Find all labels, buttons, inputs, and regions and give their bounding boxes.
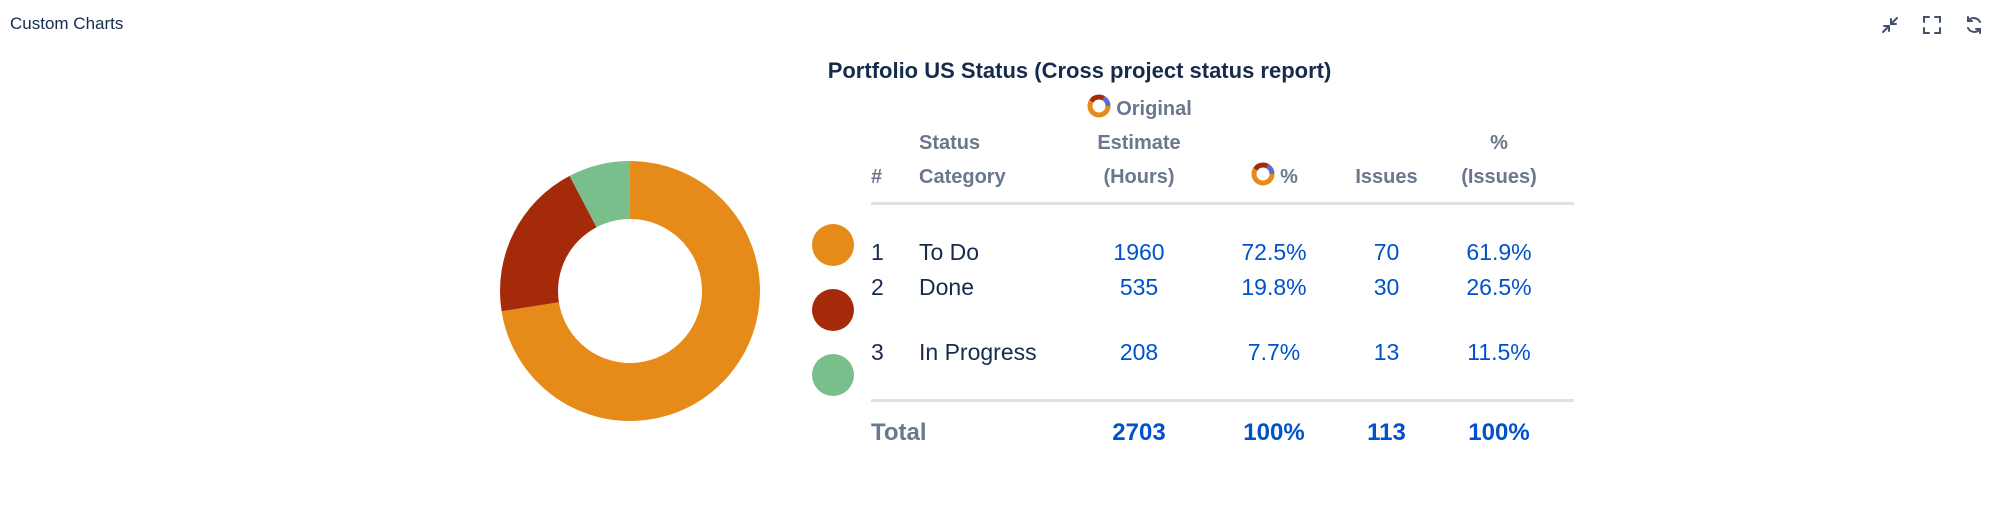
header-percent-text: % (1280, 166, 1298, 188)
row-category: Done (919, 274, 974, 300)
header-estimate-line1: Original (1079, 92, 1199, 126)
gadget-actions (1877, 12, 1987, 38)
header-estimate-line3: (Hours) (1103, 166, 1175, 188)
fullscreen-icon[interactable] (1919, 12, 1945, 38)
row-issues-link[interactable]: 70 (1373, 239, 1400, 265)
header-percent[interactable]: % (1199, 92, 1349, 205)
header-pct-issues-line1: % (1490, 132, 1508, 154)
row-percent-issues-link[interactable]: 11.5% (1467, 339, 1531, 365)
table-row: 2 Done 535 19.8% 30 26.5% (871, 270, 1574, 335)
header-estimate-line2: Estimate (1097, 132, 1181, 154)
header-original-estimate[interactable]: Original Estimate (Hours) (1079, 92, 1199, 205)
row-index: 2 (871, 274, 884, 300)
header-pct-issues-line2: (Issues) (1461, 166, 1537, 188)
donut-chart (500, 161, 760, 421)
legend-dot-to-do (812, 224, 854, 266)
gadget-title: Custom Charts (10, 14, 124, 33)
row-percent-link[interactable]: 7.7% (1247, 339, 1301, 365)
header-status-line2: Category (919, 166, 1006, 188)
legend-dot-in-progress (812, 354, 854, 396)
row-estimate-link[interactable]: 208 (1119, 339, 1159, 365)
status-report-table: # Status Category Original Estimate (Hou… (871, 92, 1574, 461)
row-issues-link[interactable]: 13 (1373, 339, 1400, 365)
total-estimate-link[interactable]: 2703 (1079, 399, 1199, 461)
header-percent-issues[interactable]: % (Issues) (1424, 92, 1574, 205)
row-percent-issues-link[interactable]: 26.5% (1466, 274, 1532, 300)
row-percent-link[interactable]: 72.5% (1241, 239, 1307, 265)
row-index: 3 (871, 339, 884, 365)
row-estimate-link[interactable]: 1960 (1113, 239, 1165, 265)
donut-chart-icon (1251, 162, 1275, 186)
minimize-icon[interactable] (1877, 12, 1903, 38)
table-row: 3 In Progress 208 7.7% 13 11.5% (871, 335, 1574, 401)
row-percent-issues-link[interactable]: 61.9% (1466, 239, 1532, 265)
donut-slice-to-do[interactable] (501, 161, 760, 421)
header-issues[interactable]: Issues (1349, 92, 1424, 205)
total-percent-link[interactable]: 100% (1199, 399, 1349, 461)
total-row: Total 2703 100% 113 100% (871, 399, 1574, 461)
table-header-row: # Status Category Original Estimate (Hou… (871, 92, 1574, 205)
row-category: To Do (919, 239, 980, 265)
total-issues-link[interactable]: 113 (1349, 399, 1424, 461)
table-row: 1 To Do 1960 72.5% 70 61.9% (871, 204, 1574, 271)
row-index: 1 (871, 239, 884, 265)
row-estimate-link[interactable]: 535 (1119, 274, 1159, 300)
header-status-category[interactable]: Status Category (919, 92, 1079, 205)
donut-slice-in-progress[interactable] (569, 161, 630, 228)
header-estimate-line1-text: Original (1116, 98, 1192, 120)
legend-dot-done (812, 289, 854, 331)
row-issues-link[interactable]: 30 (1373, 274, 1400, 300)
header-status-line1: Status (919, 132, 981, 154)
total-label: Total (871, 399, 1079, 461)
refresh-icon[interactable] (1961, 12, 1987, 38)
chart-title: Portfolio US Status (Cross project statu… (827, 58, 1332, 83)
header-index[interactable]: # (871, 92, 919, 205)
donut-slice-done[interactable] (500, 175, 597, 312)
donut-chart-icon (1087, 94, 1111, 118)
total-percent-issues-link[interactable]: 100% (1424, 399, 1574, 461)
row-category: In Progress (919, 339, 1037, 365)
row-percent-link[interactable]: 19.8% (1241, 274, 1307, 300)
